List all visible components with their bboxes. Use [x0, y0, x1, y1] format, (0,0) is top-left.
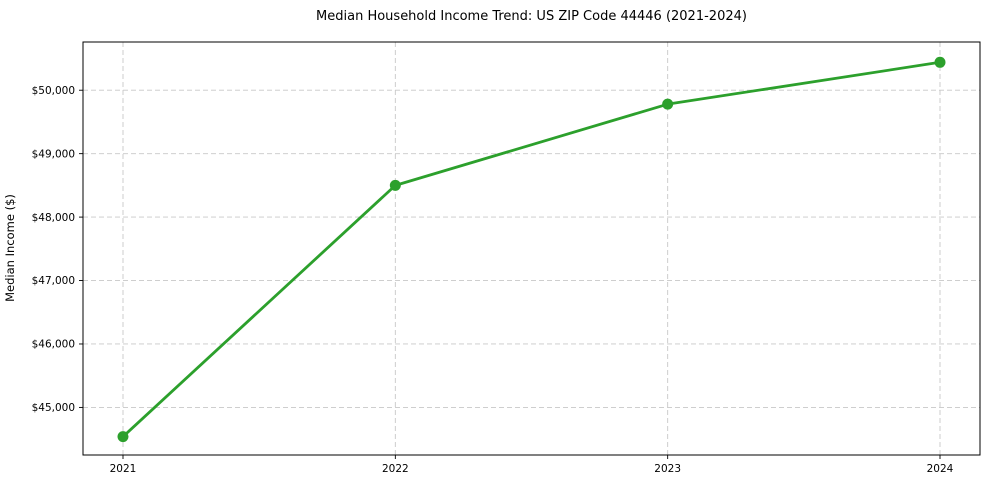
y-tick-label: $50,000 — [32, 85, 75, 97]
y-tick-label: $48,000 — [32, 212, 75, 224]
data-point-2024 — [934, 56, 946, 68]
y-tick-label: $45,000 — [32, 402, 75, 414]
x-tick-label: 2021 — [110, 463, 137, 475]
trend-line — [121, 60, 942, 439]
y-tick-label: $46,000 — [32, 339, 75, 351]
data-point-2023 — [662, 98, 674, 110]
y-tick-label: $47,000 — [32, 275, 75, 287]
data-point-2022 — [389, 179, 401, 191]
x-tick-label: 2022 — [382, 463, 409, 475]
chart-title: Median Household Income Trend: US ZIP Co… — [316, 9, 747, 24]
x-tick-label: 2024 — [927, 463, 954, 475]
plot-border — [82, 41, 981, 456]
y-tick-label: $49,000 — [32, 148, 75, 160]
x-tick-label: 2023 — [654, 463, 681, 475]
data-point-2021 — [117, 431, 129, 443]
